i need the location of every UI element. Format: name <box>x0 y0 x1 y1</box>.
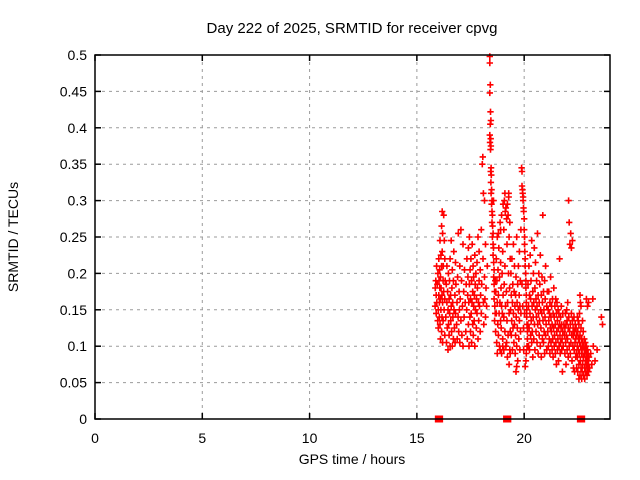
scatter-points <box>431 53 606 423</box>
x-tick-label: 20 <box>516 430 532 446</box>
y-tick-label: 0.05 <box>60 375 87 391</box>
x-tick-label: 15 <box>409 430 425 446</box>
y-tick-label: 0.2 <box>68 265 88 281</box>
x-tick-label: 5 <box>198 430 206 446</box>
y-tick-label: 0.25 <box>60 229 87 245</box>
chart-title: Day 222 of 2025, SRMTID for receiver cpv… <box>207 20 498 37</box>
tick-labels: 0 5 10 15 20 0 0.05 0.1 0.15 0.2 0.25 0.3 0.35 0.4 0.4… <box>60 47 532 446</box>
y-tick-label: 0.4 <box>68 120 88 136</box>
grid-lines <box>95 55 610 419</box>
axis-ticks <box>94 54 610 420</box>
x-tick-label: 0 <box>91 430 99 446</box>
y-tick-label: 0.3 <box>68 193 88 209</box>
series-srmtid <box>431 53 606 383</box>
y-tick-label: 0.45 <box>60 83 87 99</box>
y-tick-label: 0.5 <box>68 47 88 63</box>
y-tick-label: 0 <box>79 411 87 427</box>
y-tick-label: 0.15 <box>60 302 87 318</box>
x-axis-label: GPS time / hours <box>299 451 406 467</box>
x-tick-label: 10 <box>302 430 318 446</box>
y-axis-label: SRMTID / TECUs <box>5 182 21 292</box>
y-tick-label: 0.35 <box>60 156 87 172</box>
y-tick-label: 0.1 <box>68 338 88 354</box>
